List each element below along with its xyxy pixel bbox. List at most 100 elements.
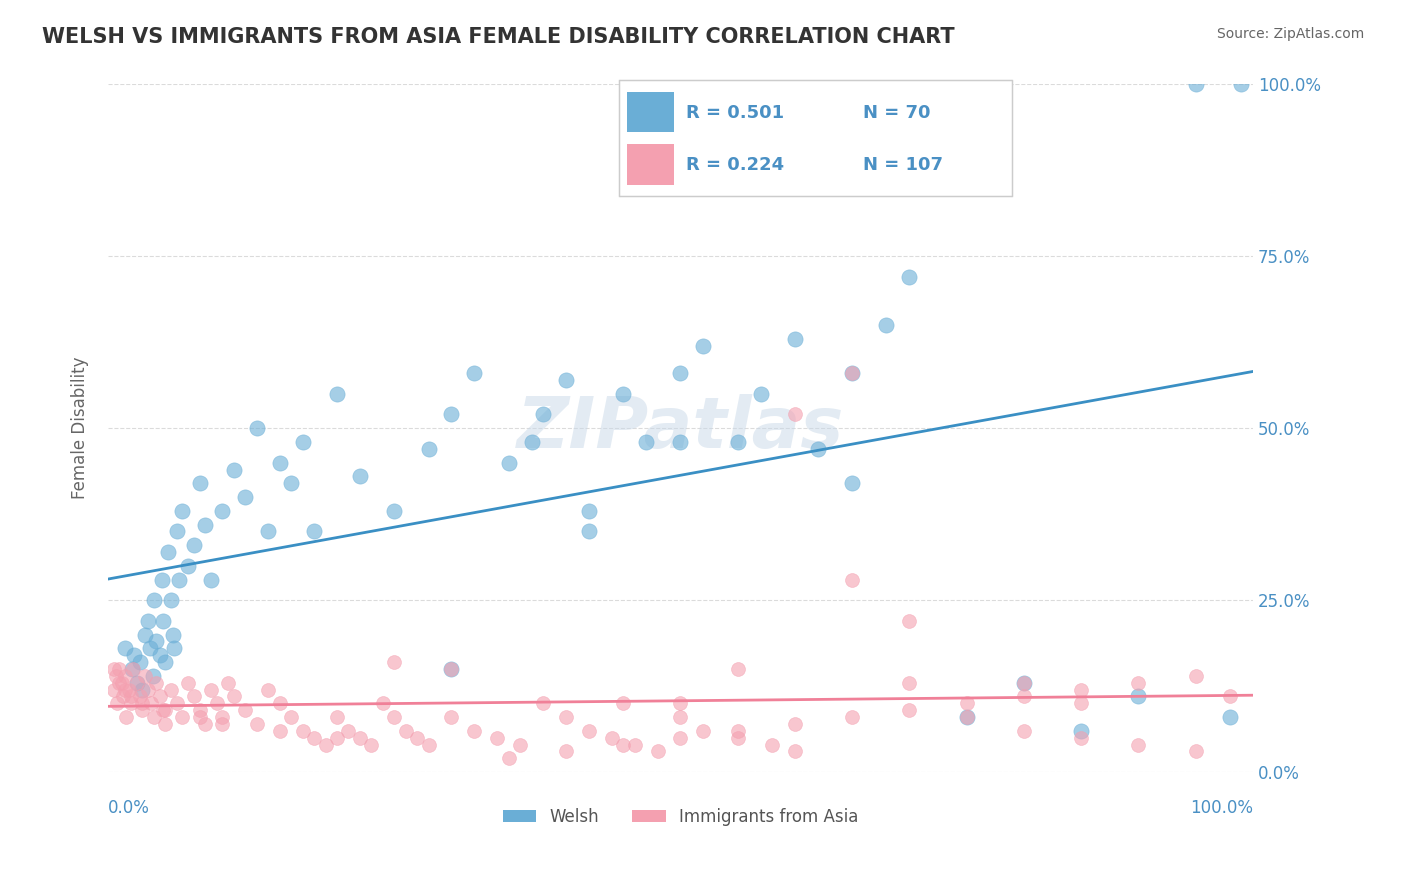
Immigrants from Asia	[111, 675, 134, 690]
Immigrants from Asia	[382, 655, 405, 669]
Immigrants from Asia	[177, 675, 200, 690]
Immigrants from Asia	[120, 690, 142, 704]
Immigrants from Asia	[395, 723, 418, 738]
Welsh	[160, 593, 183, 607]
Welsh	[139, 641, 162, 656]
Welsh	[177, 558, 200, 573]
Immigrants from Asia	[269, 723, 291, 738]
Immigrants from Asia	[217, 675, 239, 690]
Text: N = 70: N = 70	[863, 103, 931, 121]
Immigrants from Asia	[1128, 675, 1150, 690]
Welsh	[172, 504, 194, 518]
Immigrants from Asia	[326, 710, 349, 724]
Welsh	[194, 517, 217, 532]
Immigrants from Asia	[1012, 690, 1035, 704]
Welsh	[156, 545, 179, 559]
Immigrants from Asia	[1070, 731, 1092, 745]
Immigrants from Asia	[578, 723, 600, 738]
Immigrants from Asia	[555, 710, 578, 724]
Immigrants from Asia	[898, 614, 921, 628]
Welsh	[783, 332, 806, 346]
Immigrants from Asia	[669, 696, 692, 710]
Immigrants from Asia	[531, 696, 554, 710]
Welsh	[125, 675, 148, 690]
Immigrants from Asia	[136, 682, 159, 697]
Welsh	[129, 655, 152, 669]
Immigrants from Asia	[211, 717, 233, 731]
Immigrants from Asia	[360, 738, 382, 752]
Welsh	[520, 435, 543, 450]
Welsh	[1012, 675, 1035, 690]
Welsh	[145, 634, 167, 648]
Immigrants from Asia	[235, 703, 257, 717]
FancyBboxPatch shape	[627, 92, 673, 132]
Welsh	[142, 593, 165, 607]
Y-axis label: Female Disability: Female Disability	[72, 357, 89, 500]
Welsh	[498, 456, 520, 470]
Immigrants from Asia	[692, 723, 714, 738]
Welsh	[382, 504, 405, 518]
Immigrants from Asia	[115, 710, 138, 724]
Text: WELSH VS IMMIGRANTS FROM ASIA FEMALE DISABILITY CORRELATION CHART: WELSH VS IMMIGRANTS FROM ASIA FEMALE DIS…	[42, 27, 955, 46]
Immigrants from Asia	[727, 731, 749, 745]
FancyBboxPatch shape	[627, 144, 673, 185]
Welsh	[669, 366, 692, 380]
Immigrants from Asia	[371, 696, 394, 710]
Immigrants from Asia	[291, 723, 314, 738]
Welsh	[1128, 690, 1150, 704]
Immigrants from Asia	[114, 682, 136, 697]
Immigrants from Asia	[509, 738, 531, 752]
Welsh	[269, 456, 291, 470]
Immigrants from Asia	[326, 731, 349, 745]
Immigrants from Asia	[669, 731, 692, 745]
Welsh	[134, 627, 156, 641]
Immigrants from Asia	[125, 675, 148, 690]
Immigrants from Asia	[103, 682, 125, 697]
Immigrants from Asia	[623, 738, 645, 752]
Immigrants from Asia	[418, 738, 440, 752]
Immigrants from Asia	[155, 717, 177, 731]
Immigrants from Asia	[111, 690, 134, 704]
Immigrants from Asia	[612, 696, 634, 710]
Immigrants from Asia	[1184, 669, 1206, 683]
Immigrants from Asia	[205, 696, 228, 710]
Welsh	[1184, 78, 1206, 92]
Immigrants from Asia	[727, 723, 749, 738]
Immigrants from Asia	[315, 738, 337, 752]
Text: 0.0%: 0.0%	[108, 799, 150, 817]
Text: R = 0.501: R = 0.501	[686, 103, 783, 121]
Welsh	[167, 573, 190, 587]
Welsh	[121, 662, 143, 676]
Immigrants from Asia	[898, 703, 921, 717]
Welsh	[124, 648, 146, 662]
Immigrants from Asia	[108, 675, 131, 690]
Welsh	[440, 408, 463, 422]
Immigrants from Asia	[647, 744, 669, 758]
Immigrants from Asia	[498, 751, 520, 765]
Immigrants from Asia	[141, 696, 163, 710]
Welsh	[166, 524, 188, 539]
Legend: Welsh, Immigrants from Asia: Welsh, Immigrants from Asia	[496, 801, 865, 832]
Welsh	[440, 662, 463, 676]
Immigrants from Asia	[783, 408, 806, 422]
Welsh	[148, 648, 170, 662]
Welsh	[162, 627, 184, 641]
Immigrants from Asia	[122, 662, 145, 676]
Immigrants from Asia	[145, 675, 167, 690]
Immigrants from Asia	[105, 669, 128, 683]
Welsh	[235, 490, 257, 504]
Welsh	[727, 435, 749, 450]
Welsh	[578, 504, 600, 518]
Welsh	[211, 504, 233, 518]
Welsh	[555, 373, 578, 387]
Immigrants from Asia	[302, 731, 325, 745]
Immigrants from Asia	[612, 738, 634, 752]
Welsh	[114, 641, 136, 656]
Welsh	[150, 573, 173, 587]
Text: N = 107: N = 107	[863, 156, 942, 174]
Immigrants from Asia	[129, 690, 152, 704]
Immigrants from Asia	[142, 710, 165, 724]
Immigrants from Asia	[194, 717, 217, 731]
Welsh	[841, 476, 863, 491]
Welsh	[302, 524, 325, 539]
